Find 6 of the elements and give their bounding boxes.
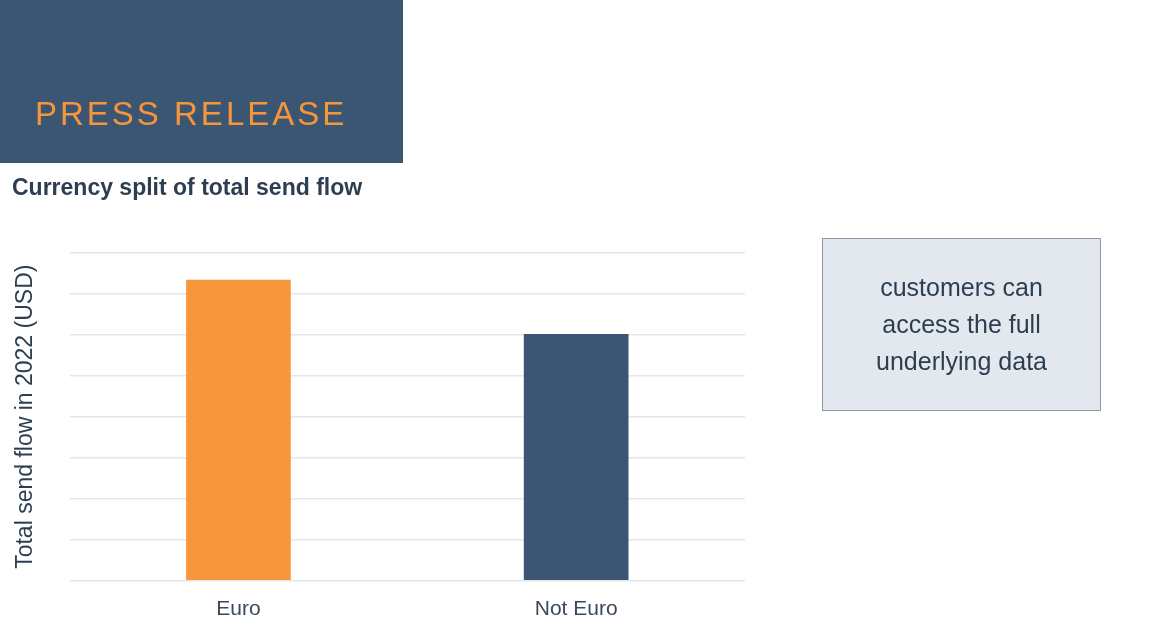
- x-tick-label: Not Euro: [534, 596, 618, 620]
- banner: PRESS RELEASE: [0, 0, 403, 163]
- callout-box: customers can access the full underlying data: [822, 238, 1101, 411]
- x-tick-label: Euro: [216, 596, 261, 620]
- y-axis-title: Total send flow in 2022 (USD): [11, 264, 38, 569]
- chart-title: Currency split of total send flow: [12, 174, 363, 201]
